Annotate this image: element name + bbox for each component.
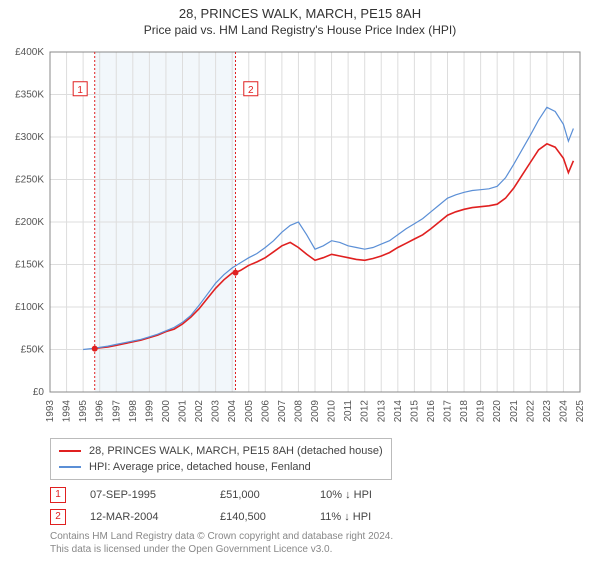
transaction-date: 07-SEP-1995 <box>90 489 220 501</box>
legend-item: HPI: Average price, detached house, Fenl… <box>59 459 383 475</box>
chart-title: 28, PRINCES WALK, MARCH, PE15 8AH <box>0 6 600 21</box>
transaction-price: £140,500 <box>220 511 320 523</box>
svg-text:2006: 2006 <box>260 400 271 423</box>
svg-text:2017: 2017 <box>443 400 454 423</box>
svg-text:2003: 2003 <box>211 400 222 423</box>
legend-swatch <box>59 466 81 468</box>
svg-text:2000: 2000 <box>161 400 172 423</box>
legend-item: 28, PRINCES WALK, MARCH, PE15 8AH (detac… <box>59 443 383 459</box>
transaction-pct: 10% ↓ HPI <box>320 489 410 501</box>
svg-text:£250K: £250K <box>15 175 44 186</box>
legend-swatch <box>59 450 81 452</box>
svg-text:2022: 2022 <box>525 400 536 423</box>
svg-text:1997: 1997 <box>111 400 122 423</box>
svg-text:2007: 2007 <box>277 400 288 423</box>
svg-text:2021: 2021 <box>509 400 520 423</box>
svg-text:1995: 1995 <box>78 400 89 423</box>
svg-text:2009: 2009 <box>310 400 321 423</box>
svg-text:2010: 2010 <box>327 400 338 423</box>
svg-text:2: 2 <box>248 85 254 96</box>
svg-text:1996: 1996 <box>95 400 106 423</box>
legend-label: 28, PRINCES WALK, MARCH, PE15 8AH (detac… <box>89 445 383 457</box>
svg-text:2024: 2024 <box>558 400 569 423</box>
transaction-row: 2 12-MAR-2004£140,50011% ↓ HPI <box>50 506 410 528</box>
svg-text:2012: 2012 <box>360 400 371 423</box>
svg-text:2004: 2004 <box>227 400 238 423</box>
transaction-marker: 2 <box>50 509 66 525</box>
chart-plot: £0£50K£100K£150K£200K£250K£300K£350K£400… <box>50 52 580 392</box>
svg-text:1998: 1998 <box>128 400 139 423</box>
svg-text:2016: 2016 <box>426 400 437 423</box>
transaction-price: £51,000 <box>220 489 320 501</box>
svg-text:£400K: £400K <box>15 47 44 58</box>
svg-text:£50K: £50K <box>21 345 45 356</box>
svg-text:2020: 2020 <box>492 400 503 423</box>
transaction-row: 1 07-SEP-1995£51,00010% ↓ HPI <box>50 484 410 506</box>
footer-attribution: Contains HM Land Registry data © Crown c… <box>50 530 393 556</box>
svg-text:£200K: £200K <box>15 217 44 228</box>
svg-text:£350K: £350K <box>15 90 44 101</box>
legend-label: HPI: Average price, detached house, Fenl… <box>89 461 311 473</box>
svg-text:2013: 2013 <box>376 400 387 423</box>
transaction-pct: 11% ↓ HPI <box>320 511 410 523</box>
svg-text:1993: 1993 <box>45 400 56 423</box>
transaction-table: 1 07-SEP-1995£51,00010% ↓ HPI 2 12-MAR-2004… <box>50 484 410 528</box>
svg-text:2015: 2015 <box>409 400 420 423</box>
footer-line: This data is licensed under the Open Gov… <box>50 543 393 556</box>
transaction-date: 12-MAR-2004 <box>90 511 220 523</box>
svg-text:£300K: £300K <box>15 132 44 143</box>
svg-text:2011: 2011 <box>343 400 354 422</box>
svg-text:2008: 2008 <box>293 400 304 423</box>
svg-text:2002: 2002 <box>194 400 205 423</box>
svg-text:1994: 1994 <box>62 400 73 423</box>
legend: 28, PRINCES WALK, MARCH, PE15 8AH (detac… <box>50 438 392 480</box>
svg-text:2023: 2023 <box>542 400 553 423</box>
svg-text:2014: 2014 <box>393 400 404 423</box>
svg-text:£0: £0 <box>33 387 45 398</box>
svg-text:2025: 2025 <box>575 400 586 423</box>
svg-text:£100K: £100K <box>15 302 44 313</box>
svg-text:2019: 2019 <box>476 400 487 423</box>
svg-text:2005: 2005 <box>244 400 255 423</box>
svg-text:2001: 2001 <box>178 400 189 423</box>
svg-text:1999: 1999 <box>144 400 155 423</box>
chart-subtitle: Price paid vs. HM Land Registry's House … <box>0 23 600 37</box>
svg-text:1: 1 <box>77 85 83 96</box>
transaction-marker: 1 <box>50 487 66 503</box>
svg-text:£150K: £150K <box>15 260 44 271</box>
svg-text:2018: 2018 <box>459 400 470 423</box>
footer-line: Contains HM Land Registry data © Crown c… <box>50 530 393 543</box>
